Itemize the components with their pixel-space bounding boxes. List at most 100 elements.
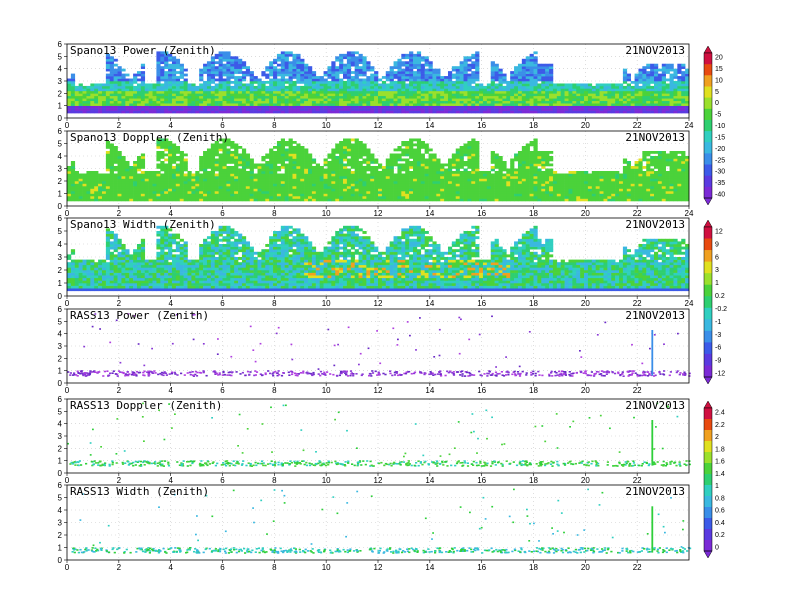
heatmap-cell (603, 103, 608, 106)
heatmap-cell (280, 105, 285, 109)
heatmap-cell (168, 71, 173, 74)
heatmap-cell (556, 100, 562, 104)
heatmap-cell (319, 100, 324, 104)
heatmap-cell (482, 198, 488, 202)
heatmap-cell (315, 188, 320, 192)
heatmap-cell (459, 188, 464, 192)
heatmap-cell (494, 98, 499, 102)
heatmap-cell (74, 110, 79, 114)
heatmap-cell (125, 168, 130, 172)
heatmap-cell (125, 163, 130, 167)
heatmap-cell (288, 153, 293, 157)
heatmap-cell (424, 63, 429, 67)
heatmap-cell (323, 88, 328, 92)
heatmap-cell (78, 93, 83, 97)
heatmap-cell (90, 110, 95, 114)
heatmap-cell (265, 193, 270, 197)
heatmap-cell (572, 108, 577, 111)
heatmap-cell (203, 105, 208, 109)
heatmap-cell (214, 148, 219, 152)
heatmap-cell (253, 88, 258, 92)
heatmap-cell (214, 68, 219, 72)
heatmap-cell (436, 90, 441, 94)
heatmap-cell (634, 88, 639, 92)
heatmap-cell (210, 146, 216, 149)
heatmap-cell (463, 110, 468, 114)
heatmap-cell (269, 108, 274, 111)
heatmap-cell (626, 105, 631, 109)
heatmap-cell (308, 186, 313, 189)
heatmap-cell (362, 171, 367, 174)
heatmap-cell (222, 141, 227, 144)
heatmap-cell (203, 68, 208, 72)
heatmap-cell (276, 63, 282, 67)
heatmap-cell (436, 108, 441, 111)
heatmap-cell (381, 76, 387, 79)
heatmap-cell (218, 161, 223, 164)
heatmap-cell (346, 188, 352, 192)
heatmap-cell (420, 146, 425, 149)
heatmap-cell (525, 110, 530, 114)
heatmap-cell (171, 71, 177, 74)
heatmap-cell (346, 176, 352, 179)
heatmap-cell (253, 173, 258, 177)
heatmap-cell (436, 166, 441, 169)
heatmap-cell (230, 98, 235, 102)
heatmap-cell (362, 143, 367, 147)
heatmap-cell (280, 63, 285, 67)
heatmap-cell (444, 100, 449, 104)
heatmap-cell (420, 168, 425, 172)
heatmap-cell (292, 93, 297, 97)
heatmap-cell (428, 88, 433, 92)
heatmap-cell (125, 178, 130, 182)
heatmap-cell (109, 163, 114, 167)
heatmap-cell (673, 73, 678, 77)
heatmap-cell (420, 78, 425, 82)
heatmap-cell (541, 108, 546, 111)
heatmap-cell (94, 191, 99, 194)
heatmap-cell (113, 63, 118, 67)
heatmap-cell (393, 98, 398, 102)
heatmap-cell (339, 78, 344, 82)
heatmap-cell (276, 73, 282, 77)
heatmap-cell (296, 158, 301, 162)
heatmap-cell (393, 178, 398, 182)
heatmap-cell (619, 108, 624, 111)
heatmap-cell (455, 95, 460, 99)
heatmap-cell (304, 196, 309, 199)
heatmap-cell (171, 98, 177, 102)
heatmap-cell (222, 188, 227, 192)
heatmap-cell (121, 81, 126, 84)
heatmap-cell (385, 173, 390, 177)
heatmap-cell (405, 53, 410, 57)
heatmap-cell (222, 161, 227, 164)
heatmap-cell (428, 198, 433, 202)
heatmap-cell (230, 191, 235, 194)
heatmap-cell (218, 63, 223, 67)
heatmap-cell (436, 110, 441, 114)
heatmap-cell (117, 163, 122, 167)
heatmap-cell (389, 163, 394, 167)
heatmap-cell (420, 73, 425, 77)
heatmap-cell (183, 173, 188, 177)
heatmap-cell (358, 188, 363, 192)
heatmap-cell (78, 110, 83, 114)
heatmap-cell (323, 100, 328, 104)
heatmap-cell (475, 93, 480, 97)
heatmap-cell (265, 161, 270, 164)
heatmap-cell (191, 83, 196, 87)
heatmap-cell (378, 181, 383, 184)
heatmap-cell (214, 161, 219, 164)
heatmap-cell (98, 196, 103, 199)
heatmap-cell (253, 98, 258, 102)
heatmap-cell (152, 196, 157, 199)
heatmap-cell (191, 173, 196, 177)
heatmap-cell (265, 166, 270, 169)
heatmap-cell (424, 58, 429, 62)
heatmap-cell (327, 90, 332, 94)
heatmap-cell (533, 76, 538, 79)
heatmap-cell (401, 61, 406, 65)
heatmap-cell (210, 93, 216, 97)
heatmap-cell (168, 98, 173, 102)
heatmap-cell (506, 95, 511, 99)
